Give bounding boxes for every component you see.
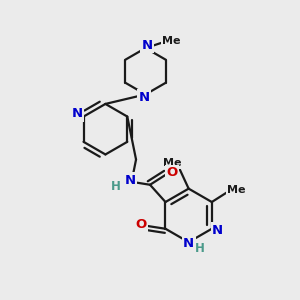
Text: N: N xyxy=(139,91,150,104)
Text: Me: Me xyxy=(162,36,181,46)
Text: H: H xyxy=(111,180,121,193)
Text: H: H xyxy=(195,242,205,255)
Text: N: N xyxy=(71,107,82,120)
Text: Me: Me xyxy=(163,158,182,168)
Text: N: N xyxy=(183,237,194,250)
Text: N: N xyxy=(142,39,153,52)
Text: O: O xyxy=(135,218,146,231)
Text: Me: Me xyxy=(227,185,246,195)
Text: N: N xyxy=(124,174,136,187)
Text: O: O xyxy=(166,167,177,179)
Text: N: N xyxy=(212,224,223,237)
